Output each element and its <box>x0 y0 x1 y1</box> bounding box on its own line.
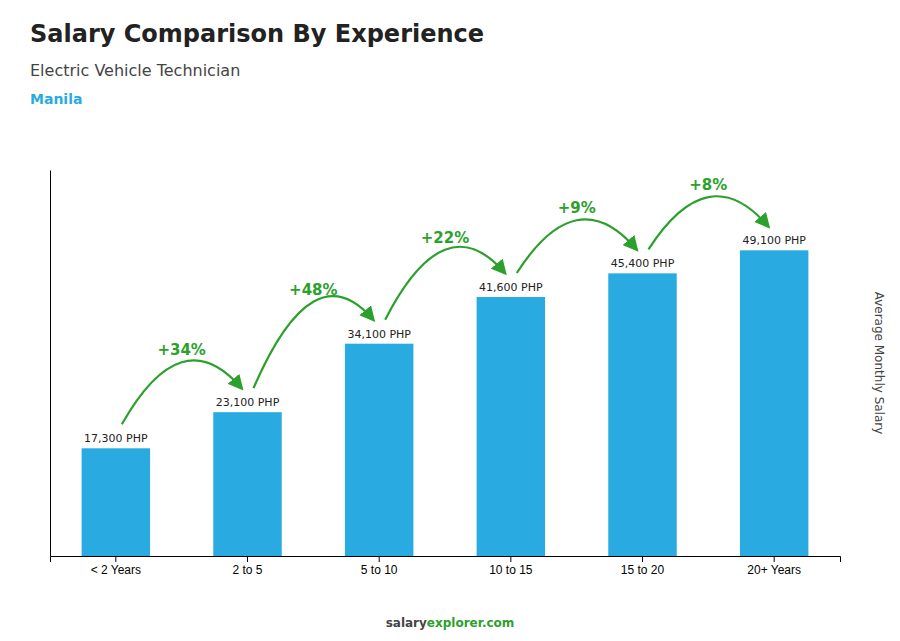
growth-label: +9% <box>558 199 596 217</box>
growth-annotations: +34% +48% +22% +9% +8% <box>122 176 768 424</box>
x-tick-label: 2 to 5 <box>232 563 262 577</box>
city: Manila <box>30 91 82 107</box>
bar <box>213 412 281 556</box>
data-label: 17,300 PHP <box>84 432 148 445</box>
x-axis-line <box>51 557 841 563</box>
x-tick-mark <box>379 556 380 562</box>
subtitle: Electric Vehicle Technician <box>30 61 240 80</box>
x-tick: 10 to 15 <box>489 556 533 577</box>
bars <box>82 250 809 556</box>
x-tick-label: 5 to 10 <box>361 563 398 577</box>
x-tick-mark <box>774 556 775 562</box>
x-tick: 20+ Years <box>747 556 801 577</box>
x-tick-label: 15 to 20 <box>621 563 665 577</box>
data-label: 34,100 PHP <box>347 328 411 341</box>
x-tick: < 2 Years <box>91 556 141 577</box>
bar <box>82 448 150 556</box>
chart: Salary Comparison By Experience Electric … <box>0 0 900 641</box>
x-tick-mark <box>247 556 248 562</box>
bar <box>608 273 676 556</box>
growth-label: +48% <box>289 281 337 299</box>
x-axis: < 2 Years 2 to 5 5 to 10 10 to 15 15 to 20 20… <box>51 556 841 577</box>
data-labels: 17,300 PHP 23,100 PHP 34,100 PHP 41,600 PHP… <box>84 234 806 445</box>
x-tick: 15 to 20 <box>621 556 665 577</box>
y-axis-title: Average Monthly Salary <box>872 292 886 435</box>
data-label: 23,100 PHP <box>216 396 280 409</box>
x-tick-mark <box>115 556 116 562</box>
data-label: 41,600 PHP <box>479 281 543 294</box>
x-tick: 2 to 5 <box>232 556 262 577</box>
data-label: 49,100 PHP <box>742 234 806 247</box>
title: Salary Comparison By Experience <box>30 20 484 48</box>
footer: salaryexplorer.com <box>386 616 515 630</box>
growth-label: +8% <box>689 176 727 194</box>
bar <box>345 344 413 556</box>
y-axis <box>50 171 51 557</box>
bar <box>477 297 545 556</box>
bar <box>740 250 808 556</box>
x-tick-label: < 2 Years <box>91 563 141 577</box>
growth-arrow <box>254 296 374 388</box>
growth-label: +34% <box>157 341 205 359</box>
x-tick-mark <box>642 556 643 562</box>
x-tick-label: 20+ Years <box>747 563 801 577</box>
growth-arrow <box>122 360 242 424</box>
growth-arrow <box>385 247 505 320</box>
growth-arrow <box>517 219 637 273</box>
data-label: 45,400 PHP <box>611 257 675 270</box>
x-tick-mark <box>510 556 511 562</box>
growth-arrow <box>649 196 769 249</box>
growth-label: +22% <box>421 229 469 247</box>
x-tick-label: 10 to 15 <box>489 563 533 577</box>
footer-part: salary <box>386 616 427 630</box>
y-axis-line <box>50 171 51 557</box>
x-tick: 5 to 10 <box>361 556 398 577</box>
footer-part: explorer.com <box>427 616 515 630</box>
